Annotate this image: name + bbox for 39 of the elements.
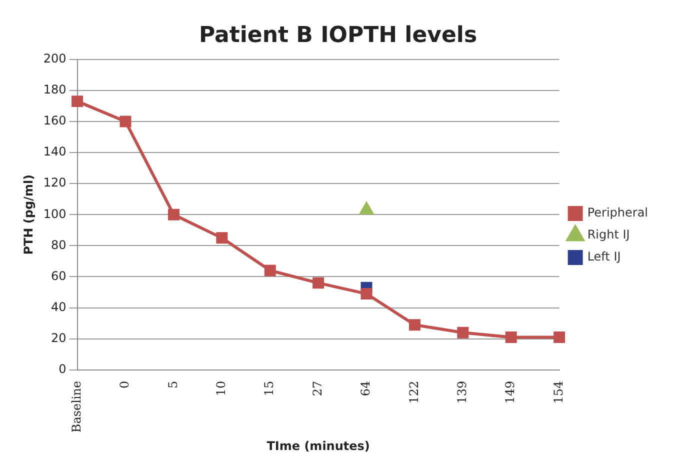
y-tick-label: 40 [51,300,66,314]
point [72,96,84,108]
legend-label: Right IJ [587,228,630,242]
y-tick-label: 0 [58,362,66,376]
point [408,319,420,331]
point [216,232,228,244]
point [457,326,469,338]
x-tick-label: 64 [358,380,373,396]
y-axis-title: PTH (pg/ml) [21,174,36,255]
x-tick-label: 27 [310,380,324,396]
point [505,332,517,344]
point [312,277,324,289]
point [360,288,372,300]
x-tick-label: 122 [406,380,421,404]
x-tick-label: 154 [551,380,566,404]
x-tick-label: 0 [118,380,132,388]
y-tick-label: 20 [51,330,66,345]
chart-title: Patient B IOPTH levels [198,22,478,48]
legend-label: Left IJ [587,250,621,264]
point [264,264,276,276]
y-tick-label: 120 [43,176,66,190]
x-tick-label: 139 [455,380,470,404]
y-tick-label: 140 [43,144,66,159]
x-tick-label: 5 [166,380,180,388]
y-tick-label: 180 [43,82,66,97]
y-tick-label: 100 [43,206,66,221]
x-tick-label: Baseline [69,380,84,433]
y-tick-label: 200 [43,52,66,66]
point [554,332,566,344]
y-tick-label: 60 [51,268,66,283]
legend-label: Peripheral [587,206,648,220]
y-tick-label: 80 [51,238,66,252]
x-axis-title: TIme (minutes) [266,438,370,453]
point [120,116,132,128]
x-tick-label: 149 [503,380,518,404]
y-tick-label: 160 [43,114,66,128]
point [168,208,180,220]
x-tick-label: 15 [262,380,276,396]
x-tick-label: 10 [214,380,228,396]
